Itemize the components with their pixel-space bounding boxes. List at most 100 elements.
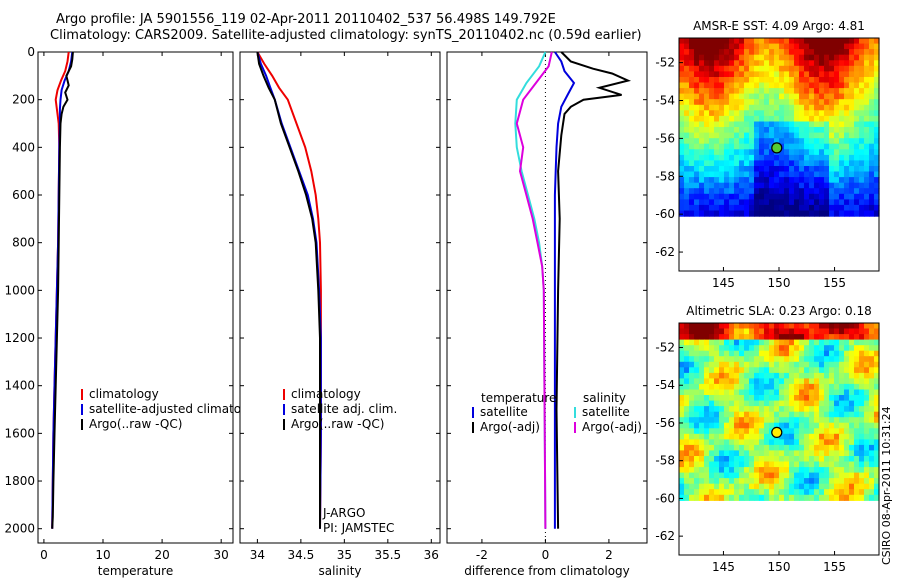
heatmap-cell <box>689 110 695 117</box>
heatmap-cell <box>759 71 765 78</box>
heatmap-cell <box>834 428 840 435</box>
heatmap-cell <box>734 60 740 67</box>
heatmap-cell <box>864 115 870 123</box>
heatmap-cell <box>714 328 720 335</box>
heatmap-cell <box>764 339 770 346</box>
heatmap-cell <box>714 160 720 167</box>
heatmap-cell <box>739 422 745 429</box>
heatmap-cell <box>749 60 755 67</box>
heatmap-cell <box>679 328 685 335</box>
heatmap-cell <box>759 323 765 330</box>
heatmap-cell <box>839 171 845 178</box>
heatmap-cell <box>804 171 810 178</box>
heatmap-cell <box>789 38 795 45</box>
heatmap-cell <box>834 127 840 134</box>
heatmap-cell <box>859 166 865 173</box>
heatmap-cell <box>764 456 770 463</box>
heatmap-cell <box>844 77 850 84</box>
heatmap-cell <box>799 323 805 330</box>
heatmap-cell <box>859 138 865 145</box>
heatmap-cell <box>684 182 690 189</box>
heatmap-cell <box>804 88 810 95</box>
heatmap-cell <box>679 77 685 84</box>
heatmap-cell <box>769 361 775 368</box>
heatmap-cell <box>824 199 830 206</box>
heatmap-cell <box>739 60 745 67</box>
heatmap-cell <box>729 38 735 45</box>
y-tick-label: -62 <box>655 529 675 543</box>
heatmap-cell <box>754 433 760 440</box>
heatmap-cell <box>759 182 765 189</box>
heatmap-cell <box>799 439 805 446</box>
heatmap-cell <box>799 450 805 457</box>
heatmap-cell <box>714 149 720 156</box>
heatmap-cell <box>829 450 835 457</box>
heatmap-cell <box>874 323 880 330</box>
heatmap-cell <box>759 461 765 468</box>
heatmap-cell <box>789 356 795 363</box>
heatmap-cell <box>754 143 760 150</box>
heatmap-cell <box>684 82 690 89</box>
heatmap-cell <box>754 71 760 78</box>
heatmap-cell <box>744 138 750 145</box>
heatmap-cell <box>709 383 715 390</box>
heatmap-cell <box>779 54 785 61</box>
heatmap-cell <box>839 328 845 335</box>
heatmap-cell <box>794 115 800 123</box>
heatmap-cell <box>834 188 840 195</box>
heatmap-cell <box>859 345 865 352</box>
heatmap-cell <box>699 149 705 156</box>
x-tick-label: 155 <box>823 276 846 290</box>
heatmap-cell <box>829 478 835 485</box>
heatmap-cell <box>814 422 820 429</box>
heatmap-cell <box>824 60 830 67</box>
heatmap-cell <box>714 199 720 206</box>
heatmap-cell <box>699 71 705 78</box>
heatmap-cell <box>754 439 760 446</box>
heatmap-cell <box>854 82 860 89</box>
heatmap-cell <box>724 467 730 474</box>
heatmap-cell <box>844 406 850 413</box>
heatmap-cell <box>754 483 760 490</box>
heatmap-cell <box>849 154 855 162</box>
heatmap-cell <box>699 345 705 352</box>
heatmap-cell <box>859 65 865 72</box>
heatmap-cell <box>749 210 755 217</box>
heatmap-cell <box>754 193 760 200</box>
heatmap-cell <box>719 82 725 89</box>
heatmap-cell <box>854 422 860 429</box>
heatmap-cell <box>819 328 825 335</box>
heatmap-cell <box>769 339 775 346</box>
heatmap-cell <box>799 361 805 368</box>
heatmap-cell <box>764 395 770 402</box>
heatmap-cell <box>869 444 875 451</box>
heatmap-cell <box>814 115 820 123</box>
heatmap-cell <box>784 472 790 479</box>
heatmap-cell <box>714 444 720 451</box>
heatmap-cell <box>824 372 830 379</box>
heatmap-cell <box>699 54 705 61</box>
heatmap-cell <box>799 204 805 212</box>
heatmap-cell <box>869 494 875 501</box>
heatmap-cell <box>824 154 830 162</box>
heatmap-cell <box>869 489 875 496</box>
heatmap-cell <box>849 395 855 402</box>
heatmap-cell <box>829 149 835 156</box>
heatmap-cell <box>869 88 875 95</box>
heatmap-cell <box>869 38 875 45</box>
heatmap-cell <box>739 433 745 440</box>
heatmap-cell <box>784 43 790 50</box>
heatmap-cell <box>859 210 865 217</box>
heatmap-cell <box>689 60 695 67</box>
heatmap-cell <box>704 38 710 45</box>
heatmap-cell <box>749 149 755 156</box>
heatmap-cell <box>739 406 745 413</box>
heatmap-cell <box>794 356 800 363</box>
heatmap-cell <box>859 132 865 139</box>
heatmap-cell <box>829 177 835 184</box>
heatmap-cell <box>694 199 700 206</box>
heatmap-cell <box>799 383 805 390</box>
heatmap-cell <box>689 417 695 424</box>
heatmap-cell <box>739 54 745 61</box>
heatmap-cell <box>864 417 870 424</box>
